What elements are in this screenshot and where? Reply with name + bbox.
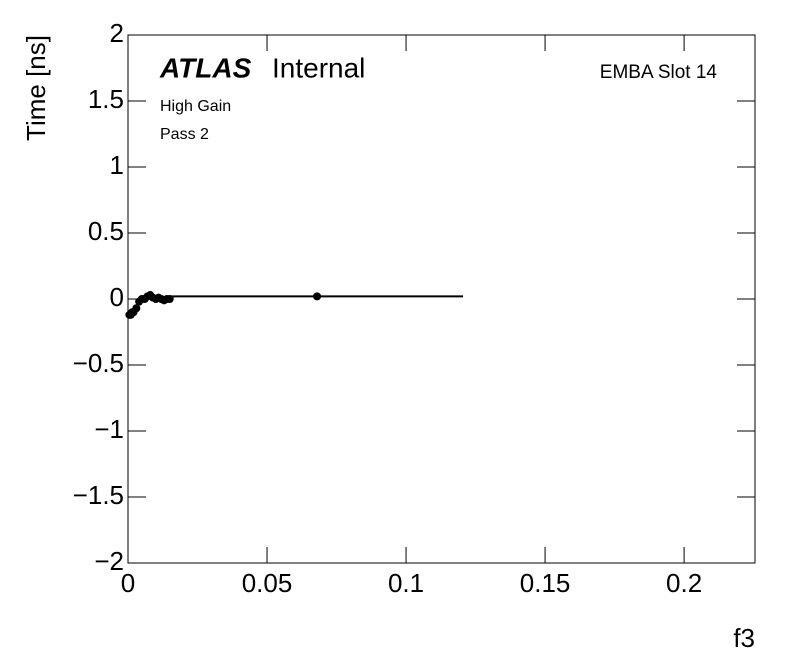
atlas-status: Internal <box>272 52 365 83</box>
y-tick-label: 1 <box>110 150 124 180</box>
x-tick-label: 0.15 <box>520 568 571 598</box>
y-tick-label: −2 <box>94 546 124 576</box>
data-point <box>313 292 322 301</box>
x-tick-label: 0.05 <box>242 568 293 598</box>
x-tick-label: 0 <box>121 568 135 598</box>
atlas-label: ATLAS <box>159 52 252 83</box>
module-label: EMBA Slot 14 <box>600 62 718 83</box>
y-tick-label: 1.5 <box>88 84 124 114</box>
y-tick-label: 0.5 <box>88 216 124 246</box>
data-point <box>132 304 141 313</box>
y-tick-label: 2 <box>110 18 124 48</box>
y-tick-label: 0 <box>110 282 124 312</box>
y-tick-label: −1.5 <box>73 480 124 510</box>
x-axis-title: f3 <box>733 623 755 653</box>
gain-label: High Gain <box>160 98 231 115</box>
x-tick-label: 0.1 <box>388 568 424 598</box>
pass-label: Pass 2 <box>160 126 209 143</box>
y-tick-label: −1 <box>94 414 124 444</box>
x-tick-label: 0.2 <box>666 568 702 598</box>
y-tick-label: −0.5 <box>73 348 124 378</box>
y-axis-title: Time [ns] <box>21 35 51 141</box>
